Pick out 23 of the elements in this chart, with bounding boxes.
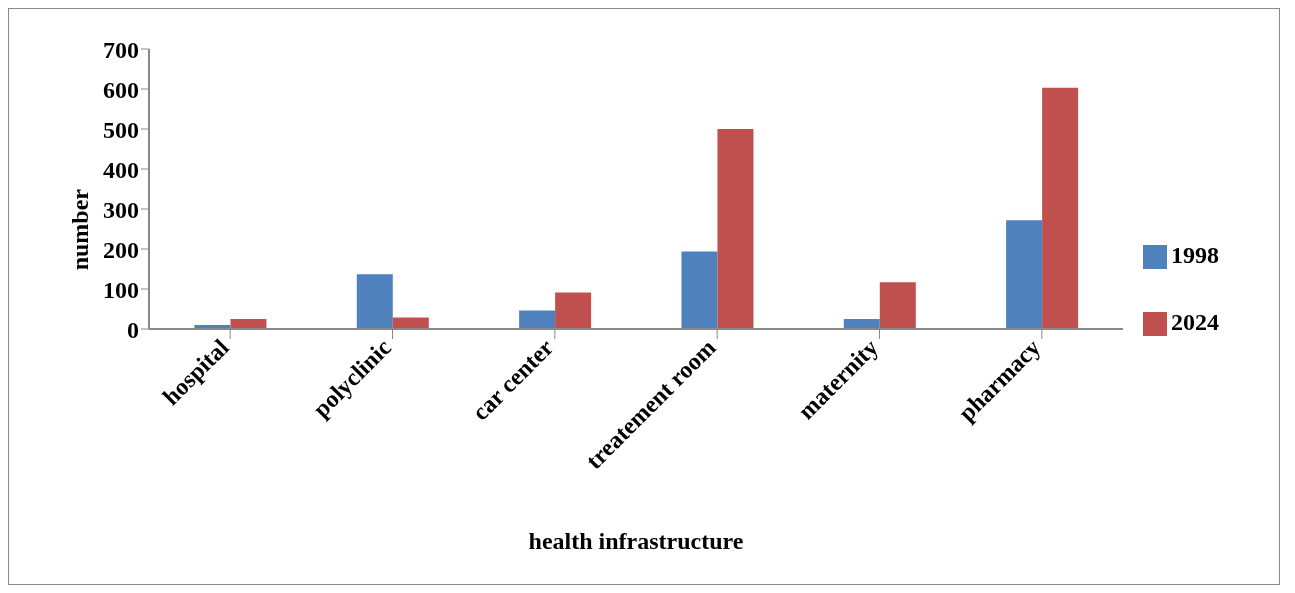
y-tick-label: 700 [103, 36, 139, 63]
bar [1042, 87, 1079, 329]
x-axis-title: health infrastructure [528, 528, 744, 554]
y-tick-label: 500 [103, 116, 139, 143]
legend-label: 1998 [1171, 242, 1219, 269]
bar [230, 319, 267, 329]
bar [392, 317, 429, 329]
y-tick-label: 200 [103, 236, 139, 263]
legend-label: 2024 [1171, 309, 1219, 336]
bar [843, 319, 880, 329]
bar [519, 310, 556, 329]
bar [681, 251, 718, 329]
bar [356, 274, 393, 329]
bar [879, 282, 916, 329]
bar [1006, 220, 1043, 329]
bar [717, 129, 754, 329]
y-axis-title: number [66, 188, 93, 271]
y-tick-label: 0 [127, 316, 139, 343]
y-tick-label: 300 [103, 196, 139, 223]
y-tick-label: 600 [103, 76, 139, 103]
y-tick-label: 100 [103, 276, 139, 303]
y-tick-label: 400 [103, 156, 139, 183]
bar [555, 292, 592, 329]
